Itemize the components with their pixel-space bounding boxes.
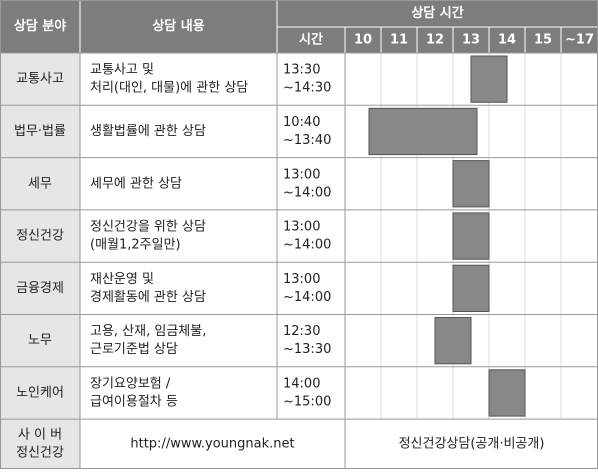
note-cell: 정신건강상담(공개·비공개) <box>399 437 545 452</box>
time-bar <box>452 212 490 260</box>
content-cell: 생활법률에 관한 상담 <box>90 124 206 139</box>
time-cell: ~13:30 <box>283 342 331 357</box>
time-cell: 13:00 <box>283 167 320 182</box>
time-cell: 10:40 <box>283 115 320 130</box>
field-cell: 세무 <box>28 176 52 191</box>
hour-label: 10 <box>354 33 372 48</box>
time-bar <box>368 107 478 156</box>
url-cell: http://www.youngnak.net <box>130 437 294 452</box>
field-cell: 노인케어 <box>16 385 64 400</box>
content-cell: (매월1,2주일만) <box>90 238 181 253</box>
content-cell: 고용, 산재, 임금체불, <box>90 324 206 339</box>
content-cell: 장기요양보험 / <box>90 376 171 391</box>
time-cell: 13:00 <box>283 272 320 287</box>
hour-label: 15 <box>534 33 552 48</box>
time-bar <box>470 55 508 103</box>
field-column-bg <box>0 53 80 469</box>
header-cell: 상담 분야 <box>14 18 66 34</box>
time-bar <box>452 160 490 208</box>
time-cell: ~15:00 <box>283 394 331 409</box>
time-bar <box>488 369 526 417</box>
time-cell: 12:30 <box>283 324 320 339</box>
content-cell: 교통사고 및 <box>90 63 154 78</box>
field-cell: 노무 <box>28 333 52 348</box>
time-cell: 13:30 <box>283 63 320 78</box>
hour-label: ~17 <box>565 33 594 48</box>
time-cell: ~14:30 <box>283 81 331 96</box>
time-cell: 13:00 <box>283 220 320 235</box>
header-cell: 상담 내용 <box>152 18 204 34</box>
field-cell: 금융경제 <box>16 281 64 296</box>
hour-label: 12 <box>426 33 444 48</box>
time-cell: 14:00 <box>283 376 320 391</box>
time-cell: ~14:00 <box>283 238 331 253</box>
field-cell: 교통사고 <box>16 72 64 87</box>
content-cell: 정신건강을 위한 상담 <box>90 220 206 235</box>
hour-label: 13 <box>462 33 480 48</box>
content-cell: 근로기준법 상담 <box>90 342 178 357</box>
field-cell: 법무·법률 <box>14 124 66 139</box>
content-cell: 재산운영 및 <box>90 272 154 287</box>
hour-label: 14 <box>498 33 516 48</box>
field-cell: 정신건강 <box>16 229 64 244</box>
time-bar <box>452 264 490 313</box>
time-cell: ~14:00 <box>283 290 331 305</box>
field-cell: 사 이 버 <box>18 428 62 443</box>
content-cell: 세무에 관한 상담 <box>90 176 182 191</box>
content-cell: 경제활동에 관한 상담 <box>90 290 206 305</box>
time-cell: ~13:40 <box>283 133 331 148</box>
content-cell: 급여이용절차 등 <box>90 394 178 409</box>
header-cell: 상담 시간 <box>411 5 463 21</box>
time-bar <box>434 317 472 365</box>
field-cell: 정신건강 <box>16 446 64 461</box>
hour-label: 11 <box>390 33 408 48</box>
content-cell: 처리(대인, 대물)에 관한 상담 <box>90 81 248 96</box>
header-cell: 시간 <box>299 32 323 48</box>
time-cell: ~14:00 <box>283 185 331 200</box>
